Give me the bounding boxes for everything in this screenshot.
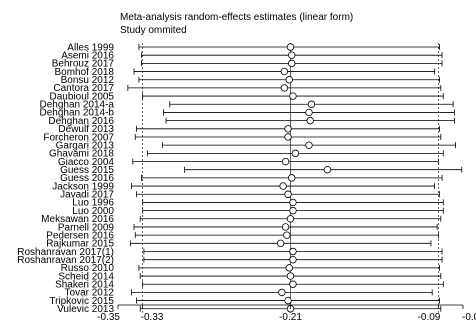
study-label: Meksawan 2016 bbox=[41, 214, 114, 225]
estimate-point bbox=[278, 288, 286, 297]
estimate-point bbox=[283, 231, 291, 239]
x-tick-label: -0.21 bbox=[279, 312, 302, 323]
study-label: Javadi 2017 bbox=[60, 190, 114, 201]
estimate-point bbox=[291, 149, 300, 158]
x-tick-label: -0.33 bbox=[141, 312, 164, 323]
estimate-point bbox=[276, 239, 285, 248]
study-label: Roshanravan 2017(2) bbox=[17, 255, 114, 266]
study-label: Shakeri 2014 bbox=[55, 280, 114, 291]
study-label: Ghavami 2018 bbox=[49, 149, 114, 160]
estimate-point bbox=[289, 92, 297, 100]
estimate-point bbox=[323, 165, 332, 174]
study-label: Scheid 2014 bbox=[58, 271, 114, 282]
study-label: Gargari 2013 bbox=[56, 140, 115, 151]
study-label: Forcheron 2007 bbox=[43, 132, 114, 143]
estimate-point bbox=[305, 141, 313, 149]
estimate-point bbox=[279, 182, 287, 190]
estimate-point bbox=[289, 206, 297, 215]
estimate-point bbox=[285, 264, 293, 272]
study-label: Jackson 1999 bbox=[52, 181, 114, 192]
estimate-point bbox=[288, 51, 296, 59]
estimate-point bbox=[284, 133, 292, 141]
x-tick-label: -0.09 bbox=[418, 312, 441, 323]
study-label: Asemi 2016 bbox=[61, 50, 114, 61]
estimate-point bbox=[307, 100, 316, 108]
estimate-point bbox=[288, 174, 296, 182]
estimate-point bbox=[289, 280, 297, 288]
study-label: Parnell 2009 bbox=[58, 222, 115, 233]
estimate-point bbox=[289, 198, 297, 207]
estimate-point bbox=[306, 116, 314, 125]
study-label: Behrouz 2017 bbox=[52, 59, 115, 70]
estimate-point bbox=[281, 157, 290, 166]
study-label: Rajkumar 2015 bbox=[46, 239, 114, 250]
study-label: Tovar 2012 bbox=[65, 288, 115, 299]
study-label: Guess 2015 bbox=[60, 165, 114, 176]
chart-title: Meta-analysis random-effects estimates (… bbox=[120, 12, 353, 23]
study-label: Pedersen 2016 bbox=[46, 230, 114, 241]
study-label: Vulevic 2013 bbox=[57, 304, 114, 315]
study-label: Roshanravan 2017(1) bbox=[17, 247, 114, 258]
study-label: Giacco 2004 bbox=[58, 157, 115, 168]
study-label: Bonsu 2012 bbox=[61, 75, 115, 86]
study-label: Bomhof 2018 bbox=[55, 67, 115, 78]
study-label: Tripkovic 2015 bbox=[49, 296, 114, 307]
study-label: Alles 1999 bbox=[67, 42, 114, 53]
study-label: Dehghan 2014-a bbox=[39, 100, 114, 111]
study-label: Dehghan 2014-b bbox=[39, 108, 114, 119]
x-tick-label: -0.35 bbox=[97, 312, 120, 323]
study-label: Guess 2016 bbox=[60, 173, 114, 184]
study-label: Russo 2010 bbox=[61, 263, 115, 274]
estimate-point bbox=[280, 84, 289, 92]
study-label: Dewulf 2013 bbox=[58, 124, 114, 135]
study-label: Luo 1996 bbox=[72, 198, 114, 209]
estimate-point bbox=[286, 215, 295, 223]
study-label: Cantora 2017 bbox=[53, 83, 114, 94]
estimate-point bbox=[284, 296, 292, 305]
study-label: Dehghan 2016 bbox=[48, 116, 114, 127]
estimate-point bbox=[285, 76, 293, 84]
estimate-point bbox=[289, 255, 297, 264]
chart-subtitle: Study ommited bbox=[120, 25, 187, 36]
study-label: Luo 2000 bbox=[72, 206, 114, 217]
estimate-point bbox=[305, 108, 313, 117]
estimate-point bbox=[288, 59, 296, 68]
study-label: Daubioul 2005 bbox=[50, 91, 115, 102]
x-tick-label: -0.07 bbox=[462, 312, 476, 323]
estimate-point bbox=[280, 67, 289, 76]
estimate-point bbox=[284, 190, 292, 198]
estimate-point bbox=[281, 223, 290, 231]
estimate-point bbox=[286, 43, 295, 51]
estimate-point bbox=[289, 247, 297, 256]
estimate-point bbox=[286, 272, 295, 280]
estimate-point bbox=[284, 125, 292, 133]
